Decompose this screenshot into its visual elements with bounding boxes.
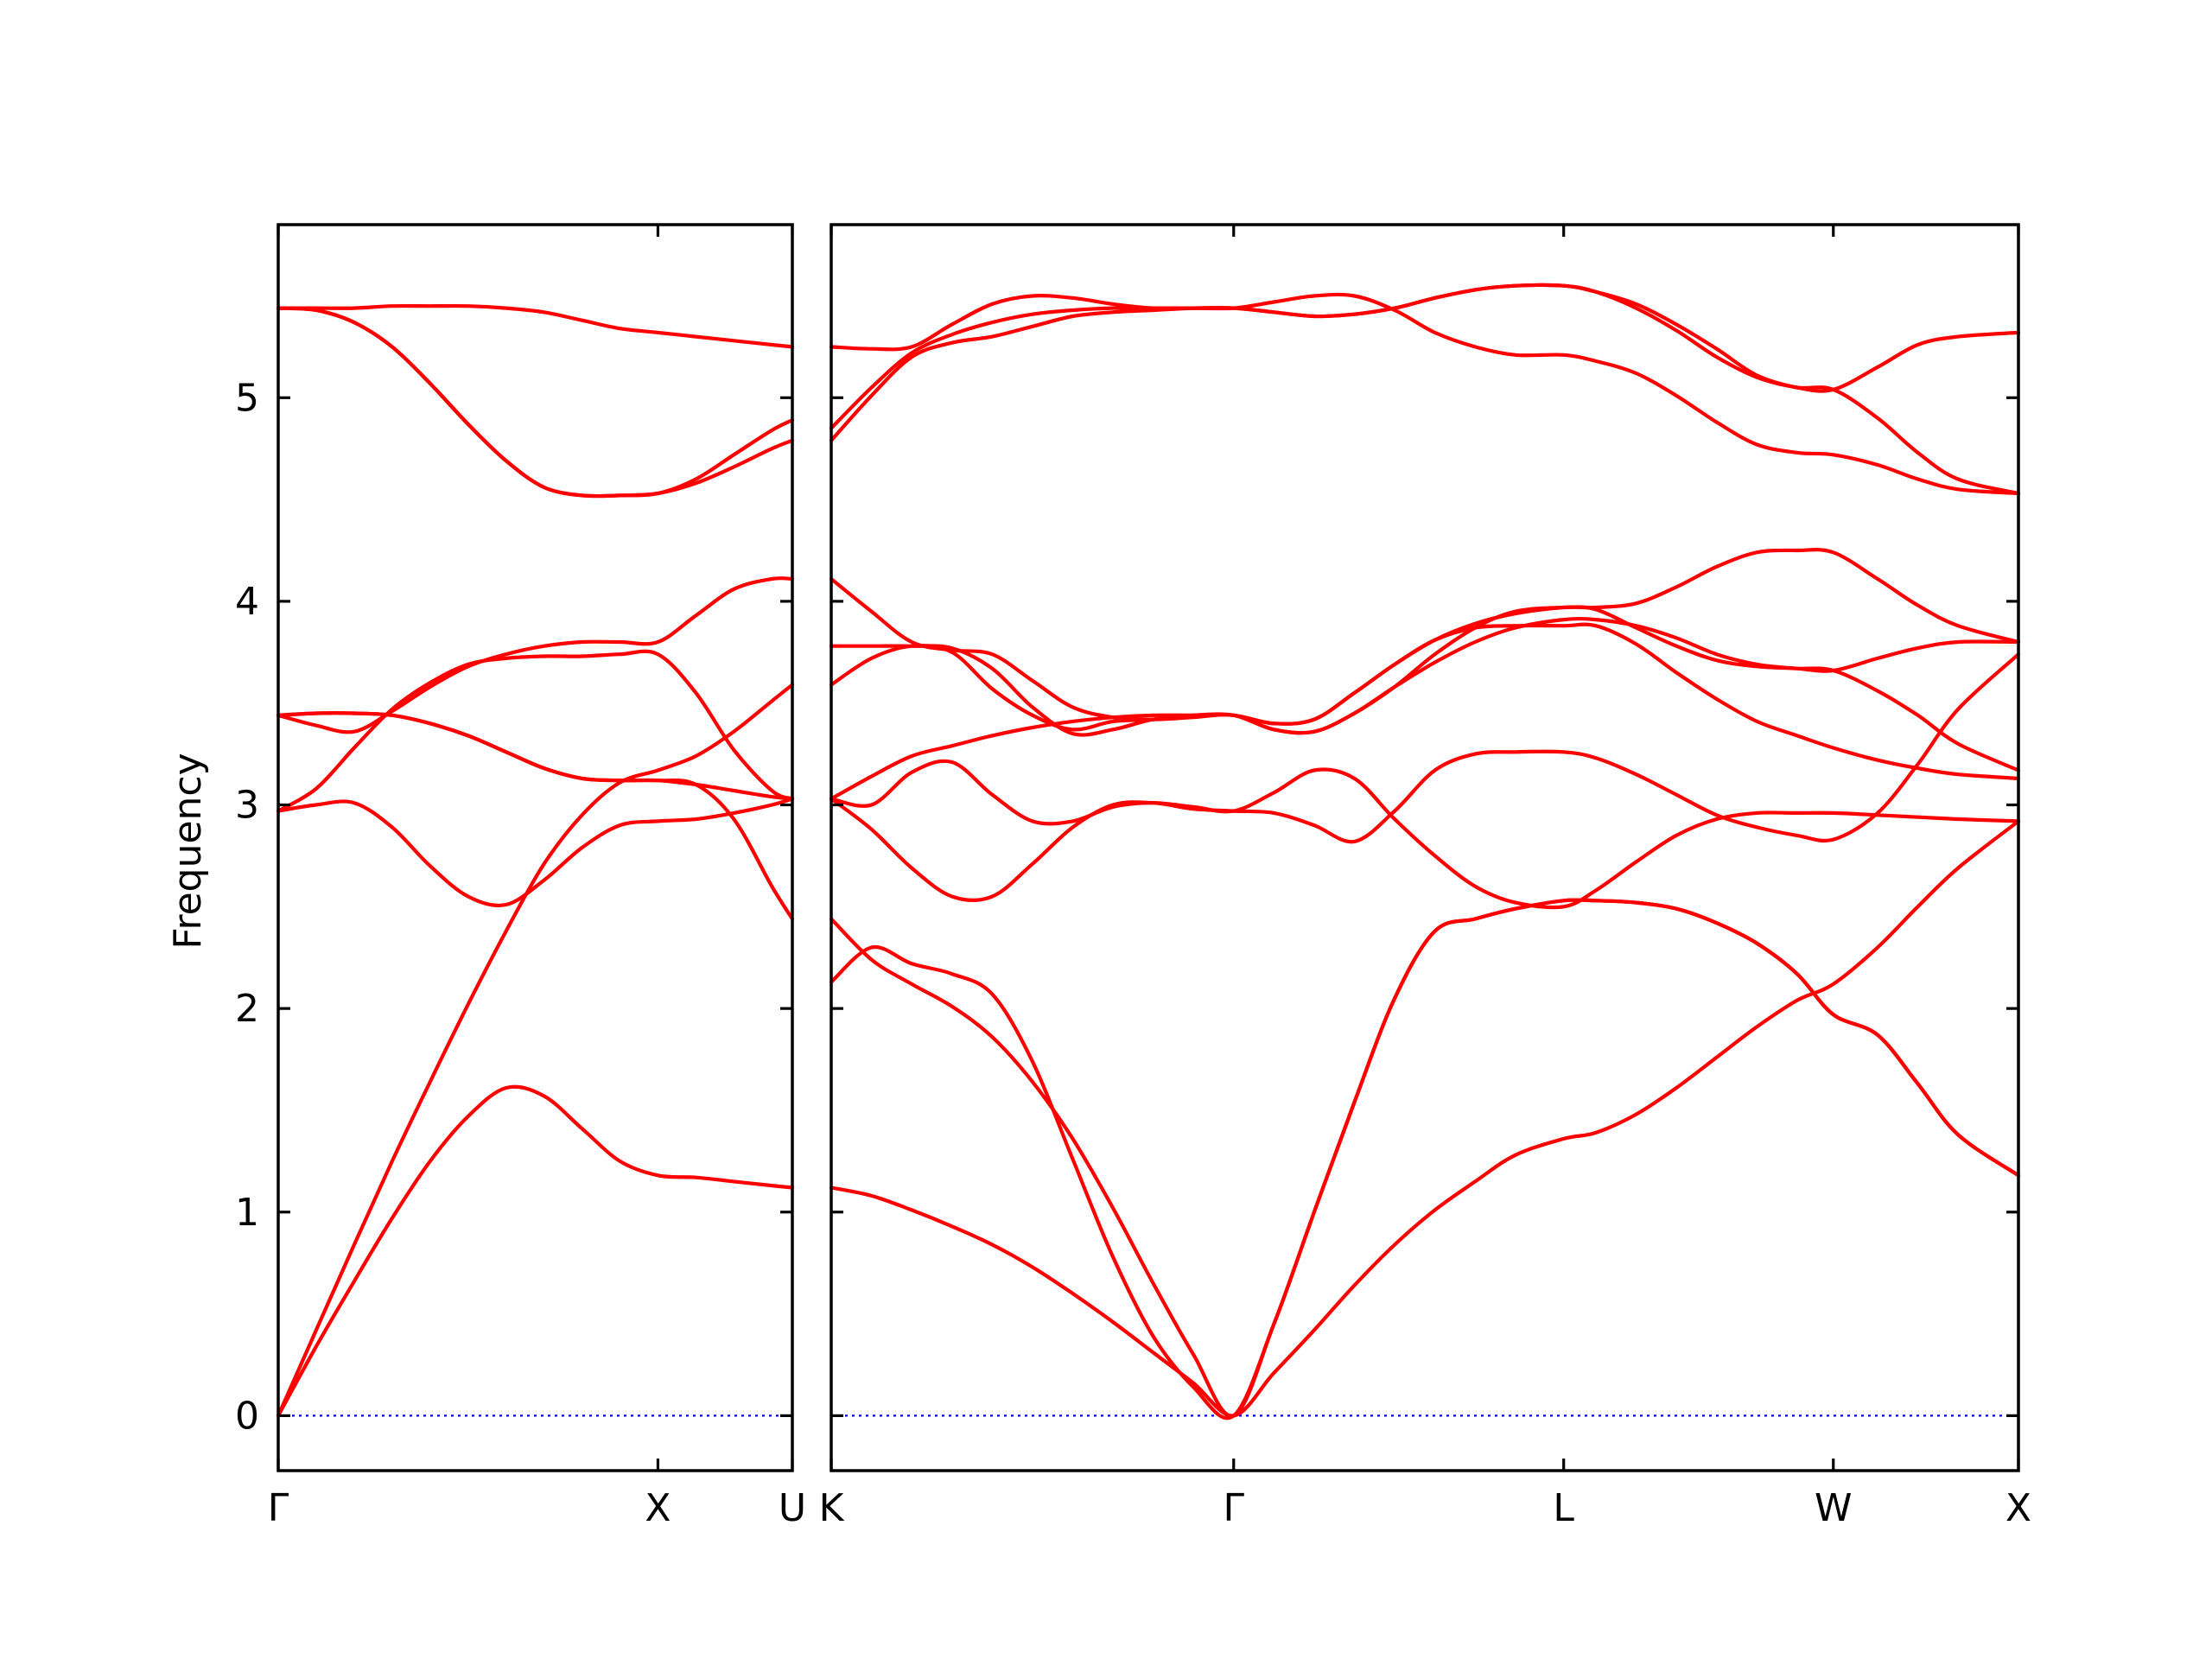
x-tick-label: Γ bbox=[1224, 1486, 1245, 1530]
band-line-9 bbox=[276, 303, 795, 349]
x-tick-label: L bbox=[1553, 1486, 1574, 1530]
y-tick-label: 1 bbox=[235, 1191, 259, 1235]
y-tick-label: 4 bbox=[235, 580, 259, 624]
band-line-1 bbox=[276, 1084, 795, 1418]
plot-frame bbox=[830, 223, 2020, 1472]
y-tick-label: 0 bbox=[235, 1394, 259, 1438]
x-tick-label: U bbox=[779, 1486, 806, 1530]
y-tick-label: 3 bbox=[235, 784, 259, 828]
panel-gamma-x-u: 0 1 2 3 4 5 Γ X U bbox=[235, 223, 806, 1530]
x-tick-label: X bbox=[2005, 1486, 2031, 1530]
band-line-8 bbox=[829, 576, 2021, 735]
y-tick-label: 5 bbox=[235, 376, 259, 420]
band-line-2 bbox=[276, 683, 795, 1418]
band-line-9 bbox=[829, 622, 2021, 801]
band-line-3 bbox=[829, 898, 2021, 1418]
band-line-11 bbox=[829, 292, 2021, 496]
band-line-3 bbox=[276, 797, 795, 907]
x-tick-label: W bbox=[1815, 1486, 1853, 1530]
y-axis-label: Frequency bbox=[166, 753, 210, 949]
plot-frame bbox=[276, 223, 794, 1472]
x-tick-label: K bbox=[819, 1486, 845, 1530]
band-line-5 bbox=[276, 576, 795, 734]
band-line-10 bbox=[276, 306, 795, 499]
y-tick-label: 2 bbox=[235, 987, 259, 1031]
band-line-4 bbox=[829, 652, 2021, 903]
band-line-12 bbox=[829, 283, 2021, 393]
band-line-4 bbox=[276, 649, 795, 813]
band-line-5 bbox=[829, 759, 2021, 910]
x-tick-label: Γ bbox=[268, 1486, 289, 1530]
x-tick-label: X bbox=[645, 1486, 671, 1530]
band-line-7 bbox=[276, 711, 795, 801]
